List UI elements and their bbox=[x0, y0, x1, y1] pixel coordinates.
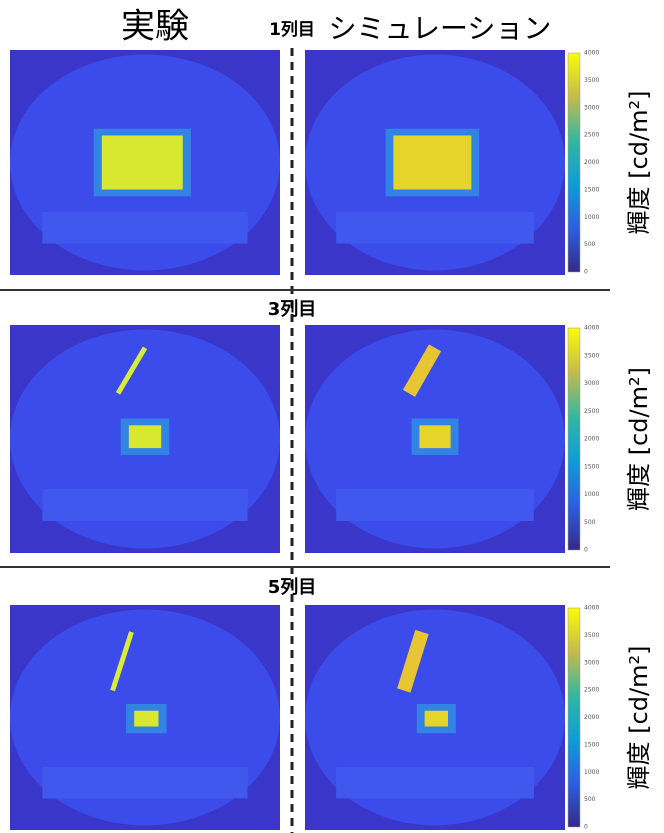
colorbar-tick-label: 1500 bbox=[584, 463, 599, 470]
window bbox=[393, 136, 471, 190]
floor bbox=[42, 489, 247, 521]
colorbar-tick-label: 0 bbox=[584, 269, 588, 276]
colorbar-tick-label: 2000 bbox=[584, 714, 599, 721]
colorbar bbox=[568, 328, 580, 550]
figure: 実験 1列目 シミュレーション 3列目 5列目 0 500 1000 1500 2000… bbox=[0, 0, 664, 833]
colorbar-tick-label: 2000 bbox=[584, 436, 599, 443]
colorbar bbox=[568, 608, 580, 827]
colorbar-tick-label: 3000 bbox=[584, 380, 599, 387]
colorbar-tick-label: 4000 bbox=[584, 50, 599, 57]
floor bbox=[42, 212, 247, 244]
header-left: 実験 bbox=[121, 7, 189, 47]
colorbar bbox=[568, 53, 580, 272]
colorbar-tick-label: 3000 bbox=[584, 104, 599, 111]
row-label: 5列目 bbox=[268, 577, 317, 598]
colorbar-label: 輝度 [cd/m²] bbox=[625, 367, 653, 511]
floor bbox=[336, 212, 534, 244]
row-label: 1列目 bbox=[269, 19, 315, 40]
colorbar-label: 輝度 [cd/m²] bbox=[625, 91, 653, 235]
colorbar-tick-label: 3000 bbox=[584, 659, 599, 666]
colorbar-tick-label: 4000 bbox=[584, 325, 599, 332]
header-right: シミュレーション bbox=[329, 12, 552, 45]
colorbar-tick-label: 500 bbox=[584, 796, 596, 803]
colorbar-tick-label: 500 bbox=[584, 519, 596, 526]
colorbar-tick-label: 2000 bbox=[584, 159, 599, 166]
floor bbox=[336, 489, 534, 521]
colorbar-tick-label: 1000 bbox=[584, 769, 599, 776]
colorbar-tick-label: 500 bbox=[584, 241, 596, 248]
window bbox=[134, 711, 158, 727]
floor bbox=[336, 767, 534, 799]
colorbar-tick-label: 1000 bbox=[584, 491, 599, 498]
colorbar-tick-label: 3500 bbox=[584, 632, 599, 639]
colorbar-tick-label: 3500 bbox=[584, 352, 599, 359]
window bbox=[425, 711, 448, 727]
floor bbox=[42, 767, 247, 799]
window bbox=[102, 136, 183, 190]
colorbar-tick-label: 1500 bbox=[584, 186, 599, 193]
row-label: 3列目 bbox=[268, 299, 317, 320]
colorbar-tick-label: 2500 bbox=[584, 408, 599, 415]
colorbar-tick-label: 1000 bbox=[584, 214, 599, 221]
colorbar-tick-label: 3500 bbox=[584, 77, 599, 84]
colorbar-tick-label: 0 bbox=[584, 824, 588, 831]
colorbar-tick-label: 2500 bbox=[584, 132, 599, 139]
colorbar-tick-label: 0 bbox=[584, 547, 588, 554]
window bbox=[419, 425, 450, 448]
colorbar-tick-label: 4000 bbox=[584, 605, 599, 612]
colorbar-tick-label: 1500 bbox=[584, 741, 599, 748]
colorbar-label: 輝度 [cd/m²] bbox=[625, 646, 653, 790]
window bbox=[129, 425, 161, 448]
colorbar-tick-label: 2500 bbox=[584, 687, 599, 694]
